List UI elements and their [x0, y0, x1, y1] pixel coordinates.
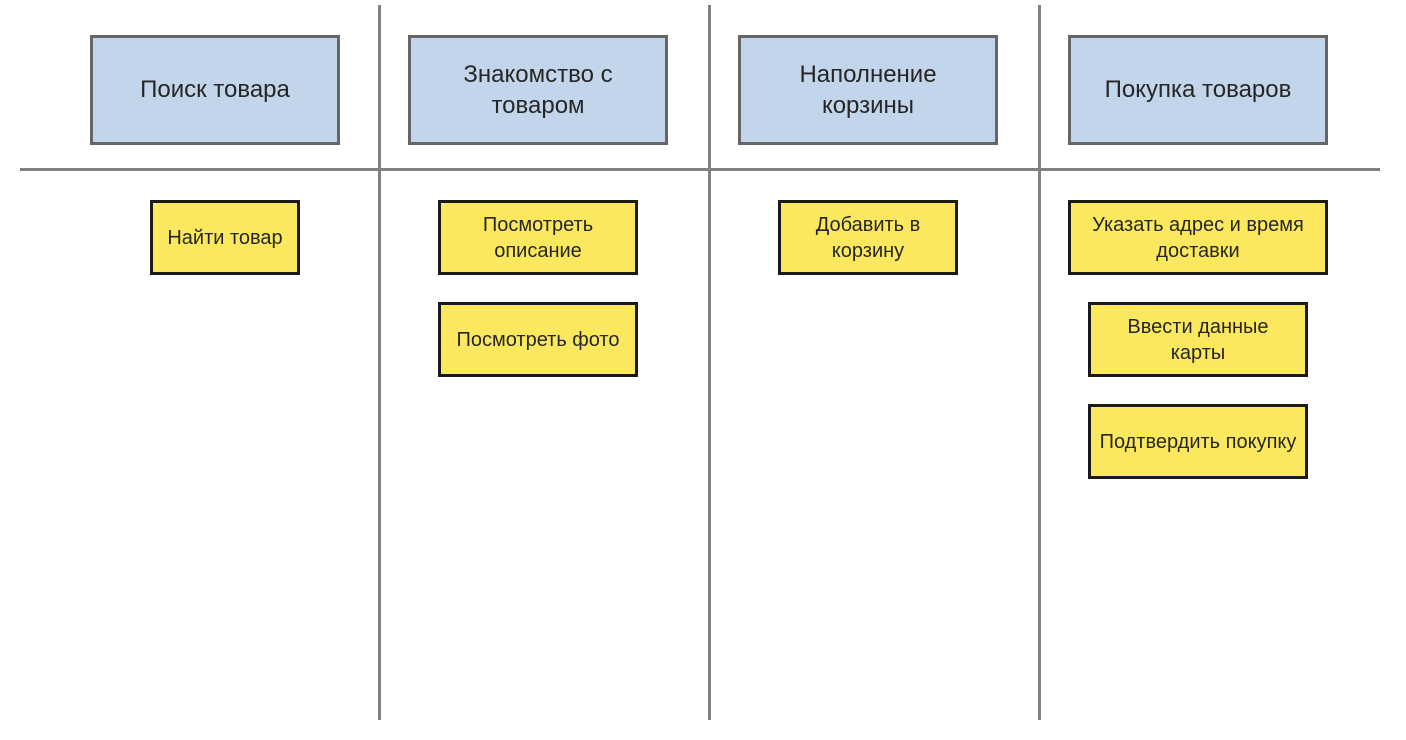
- task-label: Добавить в корзину: [789, 212, 947, 264]
- header-col-3: Наполнение корзины: [738, 35, 998, 145]
- task-c2-r2: Посмотреть фото: [438, 302, 638, 377]
- divider-vertical-3: [1038, 5, 1041, 720]
- divider-vertical-1: [378, 5, 381, 720]
- header-col-1: Поиск товара: [90, 35, 340, 145]
- task-label: Найти товар: [167, 225, 282, 251]
- task-label: Посмотреть фото: [456, 327, 619, 353]
- header-label-1: Поиск товара: [140, 74, 290, 105]
- header-col-4: Покупка товаров: [1068, 35, 1328, 145]
- header-col-2: Знакомство с товаром: [408, 35, 668, 145]
- divider-horizontal: [20, 168, 1380, 171]
- task-label: Посмотреть описание: [449, 212, 627, 264]
- task-c4-r2: Ввести данные карты: [1088, 302, 1308, 377]
- header-label-2: Знакомство с товаром: [421, 59, 655, 121]
- header-label-3: Наполнение корзины: [751, 59, 985, 121]
- task-label: Указать адрес и время доставки: [1079, 212, 1317, 264]
- header-label-4: Покупка товаров: [1105, 74, 1292, 105]
- task-label: Ввести данные карты: [1099, 314, 1297, 366]
- task-c4-r3: Подтвердить покупку: [1088, 404, 1308, 479]
- task-c3-r1: Добавить в корзину: [778, 200, 958, 275]
- task-c4-r1: Указать адрес и время доставки: [1068, 200, 1328, 275]
- user-story-map: Поиск товара Знакомство с товаром Наполн…: [0, 0, 1406, 740]
- task-label: Подтвердить покупку: [1100, 429, 1297, 455]
- task-c2-r1: Посмотреть описание: [438, 200, 638, 275]
- task-c1-r1: Найти товар: [150, 200, 300, 275]
- divider-vertical-2: [708, 5, 711, 720]
